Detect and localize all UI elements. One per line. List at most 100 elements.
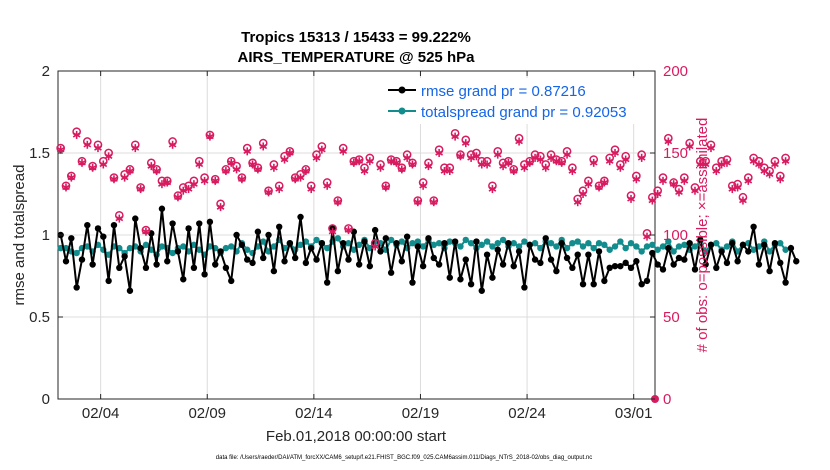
asterisk-stroke xyxy=(547,155,555,161)
spread-point xyxy=(606,246,613,253)
rmse-point xyxy=(478,287,485,294)
obs-assimilated-point xyxy=(323,181,332,190)
asterisk-stroke xyxy=(749,158,758,164)
x-tick-label: 02/19 xyxy=(402,405,440,422)
obs-assimilated-point xyxy=(611,149,619,157)
rmse-point xyxy=(244,256,251,263)
asterisk-stroke xyxy=(739,197,747,204)
obs-assimilated-point xyxy=(605,157,614,166)
spread-point xyxy=(169,249,176,257)
obs-assimilated-point xyxy=(126,167,134,176)
asterisk-stroke xyxy=(301,168,310,174)
obs-assimilated-point xyxy=(371,242,380,251)
rmse-point xyxy=(755,261,763,268)
obs-assimilated-point xyxy=(72,130,81,139)
obs-assimilated-point xyxy=(643,232,651,241)
rmse-point xyxy=(196,220,203,227)
spread-point xyxy=(547,240,555,247)
x-axis-label: Feb.01,2018 00:00:00 start xyxy=(266,428,447,445)
obs-assimilated-point xyxy=(776,175,785,184)
asterisk-stroke xyxy=(445,168,454,174)
legend-spread-marker xyxy=(398,107,406,115)
rmse-point xyxy=(382,235,390,242)
obs-assimilated-point xyxy=(723,158,731,167)
rmse-point xyxy=(633,258,640,265)
asterisk-stroke xyxy=(280,156,289,163)
asterisk-stroke xyxy=(349,160,358,166)
spread-point xyxy=(622,244,629,252)
obs-assimilated-point xyxy=(755,160,763,169)
obs-assimilated-point xyxy=(675,188,683,197)
rmse-point xyxy=(121,253,128,260)
asterisk-stroke xyxy=(323,183,332,189)
spread-point xyxy=(84,243,91,250)
spread-point xyxy=(196,246,203,253)
grid-lines xyxy=(58,71,655,399)
rmse-point xyxy=(286,240,294,247)
rmse-point xyxy=(281,258,288,265)
obs-assimilated-point xyxy=(152,167,161,176)
rmse-point xyxy=(339,240,347,247)
obs-assimilated-point xyxy=(333,198,342,207)
obs-assimilated-point xyxy=(461,139,470,148)
y-axis-right-ticks: 0 50 100 150 200 xyxy=(650,63,688,408)
spread-point xyxy=(574,238,581,245)
obs-assimilated-point xyxy=(270,163,278,172)
rmse-point xyxy=(761,241,768,249)
rmse-point xyxy=(238,241,246,249)
rmse-point xyxy=(451,238,459,245)
obs-assimilated-point xyxy=(344,226,353,235)
spread-point xyxy=(270,243,278,250)
chart-title-line1: Tropics 15313 / 15433 = 99.222% xyxy=(241,29,471,46)
obs-assimilated-point xyxy=(99,160,108,169)
rmse-point xyxy=(62,258,70,265)
spread-point xyxy=(222,244,230,252)
asterisk-stroke xyxy=(67,174,76,181)
asterisk-stroke xyxy=(515,138,523,145)
obs-assimilated-point xyxy=(83,140,92,149)
spread-point xyxy=(681,241,688,249)
asterisk-stroke xyxy=(174,194,182,200)
obs-assimilated-point xyxy=(627,194,635,203)
rmse-point xyxy=(260,254,267,262)
obs-assimilated-point xyxy=(397,165,406,174)
asterisk-stroke xyxy=(158,181,166,187)
y-left-tick-label: 0.5 xyxy=(29,309,50,326)
obs-assimilated-point xyxy=(445,167,454,176)
rmse-point xyxy=(537,259,544,267)
rmse-point xyxy=(387,269,395,276)
y-right-tick-label: 50 xyxy=(663,309,680,326)
asterisk-stroke xyxy=(248,161,257,168)
asterisk-stroke xyxy=(403,155,412,161)
obs-assimilated-point xyxy=(525,158,534,167)
spread-point xyxy=(313,236,320,244)
asterisk-stroke xyxy=(206,133,214,140)
asterisk-stroke xyxy=(483,161,491,168)
obs-assimilated-point xyxy=(232,165,241,174)
asterisk-stroke xyxy=(104,153,113,159)
spread-point xyxy=(521,238,528,245)
obs-assimilated-point xyxy=(387,157,396,166)
asterisk-stroke xyxy=(461,140,470,146)
spread-point xyxy=(750,246,757,253)
asterisk-stroke xyxy=(190,181,198,187)
spread-point xyxy=(414,238,421,245)
asterisk-stroke xyxy=(557,160,566,166)
obs-assimilated-point xyxy=(120,173,129,182)
obs-assimilated-point xyxy=(147,162,156,171)
spread-point xyxy=(142,241,150,249)
obs-assimilated-point xyxy=(259,142,268,151)
asterisk-stroke xyxy=(525,160,534,166)
rmse-point xyxy=(473,238,480,245)
asterisk-stroke xyxy=(307,186,316,192)
rmse-point xyxy=(254,228,262,235)
asterisk-stroke xyxy=(659,178,667,184)
rmse-point xyxy=(430,254,437,262)
asterisk-stroke xyxy=(765,171,774,178)
rmse-point xyxy=(276,223,283,230)
rmse-point xyxy=(563,254,571,262)
rmse-point xyxy=(654,261,661,268)
asterisk-stroke xyxy=(563,151,571,158)
asterisk-stroke xyxy=(110,176,118,182)
obs-assimilated-point xyxy=(653,190,662,198)
